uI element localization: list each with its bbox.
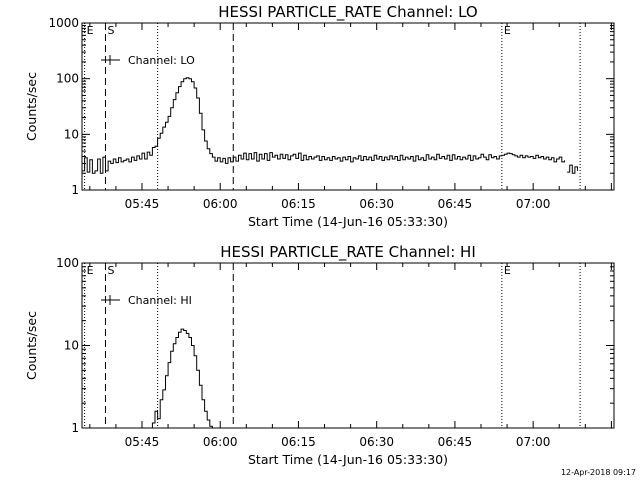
marker-label-hi: E	[504, 264, 511, 277]
x-tick-label-hi: 05:45	[125, 435, 160, 449]
y-axis-label-lo: Counts/sec	[24, 72, 39, 141]
x-tick-label-lo: 06:30	[359, 197, 394, 211]
data-layer-lo	[82, 77, 578, 174]
x-tick-label-hi: 06:00	[203, 435, 238, 449]
y-tick-label-hi: 1	[71, 421, 79, 435]
x-tick-label-hi: 07:00	[516, 435, 551, 449]
x-tick-label-lo: 06:00	[203, 197, 238, 211]
series-line-lo	[567, 164, 578, 174]
x-axis-label-lo: Start Time (14-Jun-16 05:33:30)	[248, 214, 448, 229]
marker-label-lo: E	[87, 24, 94, 37]
y-axis-label-hi: Counts/sec	[24, 311, 39, 380]
series-line-lo	[82, 77, 565, 174]
x-axis-label-hi: Start Time (14-Jun-16 05:33:30)	[248, 452, 448, 467]
legend-label-lo: Channel: LO	[128, 54, 195, 67]
x-tick-label-hi: 06:15	[281, 435, 316, 449]
y-tick-label-lo: 1000	[48, 16, 79, 30]
y-tick-label-lo: 10	[64, 127, 79, 141]
y-tick-label-hi: 10	[64, 339, 79, 353]
x-tick-label-lo: 07:00	[516, 197, 551, 211]
legend-label-hi: Channel: HI	[128, 294, 192, 307]
marker-label-hi: S	[107, 264, 114, 277]
plot-frame-hi	[81, 262, 615, 429]
chart-title-lo: HESSI PARTICLE_RATE Channel: LO	[218, 3, 477, 22]
data-layer-hi	[151, 328, 213, 428]
chart-title-hi: HESSI PARTICLE_RATE Channel: HI	[220, 243, 476, 262]
x-tick-label-lo: 06:45	[438, 197, 473, 211]
x-tick-label-lo: 06:15	[281, 197, 316, 211]
x-tick-label-hi: 06:45	[438, 435, 473, 449]
x-tick-label-lo: 05:45	[125, 197, 160, 211]
marker-label-hi: E	[87, 264, 94, 277]
panel-hi: HESSI PARTICLE_RATE Channel: HI Start Ti…	[24, 243, 615, 467]
panel-lo: HESSI PARTICLE_RATE Channel: LO Start Ti…	[24, 3, 615, 229]
marker-label-lo: S	[107, 24, 114, 37]
marker-label-lo: E	[504, 24, 511, 37]
y-tick-label-lo: 1	[71, 183, 79, 197]
x-tick-label-hi: 06:30	[359, 435, 394, 449]
y-tick-label-hi: 100	[56, 256, 79, 270]
y-tick-label-lo: 100	[56, 72, 79, 86]
generation-timestamp: 12-Apr-2018 09:17	[561, 468, 636, 477]
plot-frame-lo	[81, 22, 615, 191]
series-line-hi	[151, 328, 213, 428]
